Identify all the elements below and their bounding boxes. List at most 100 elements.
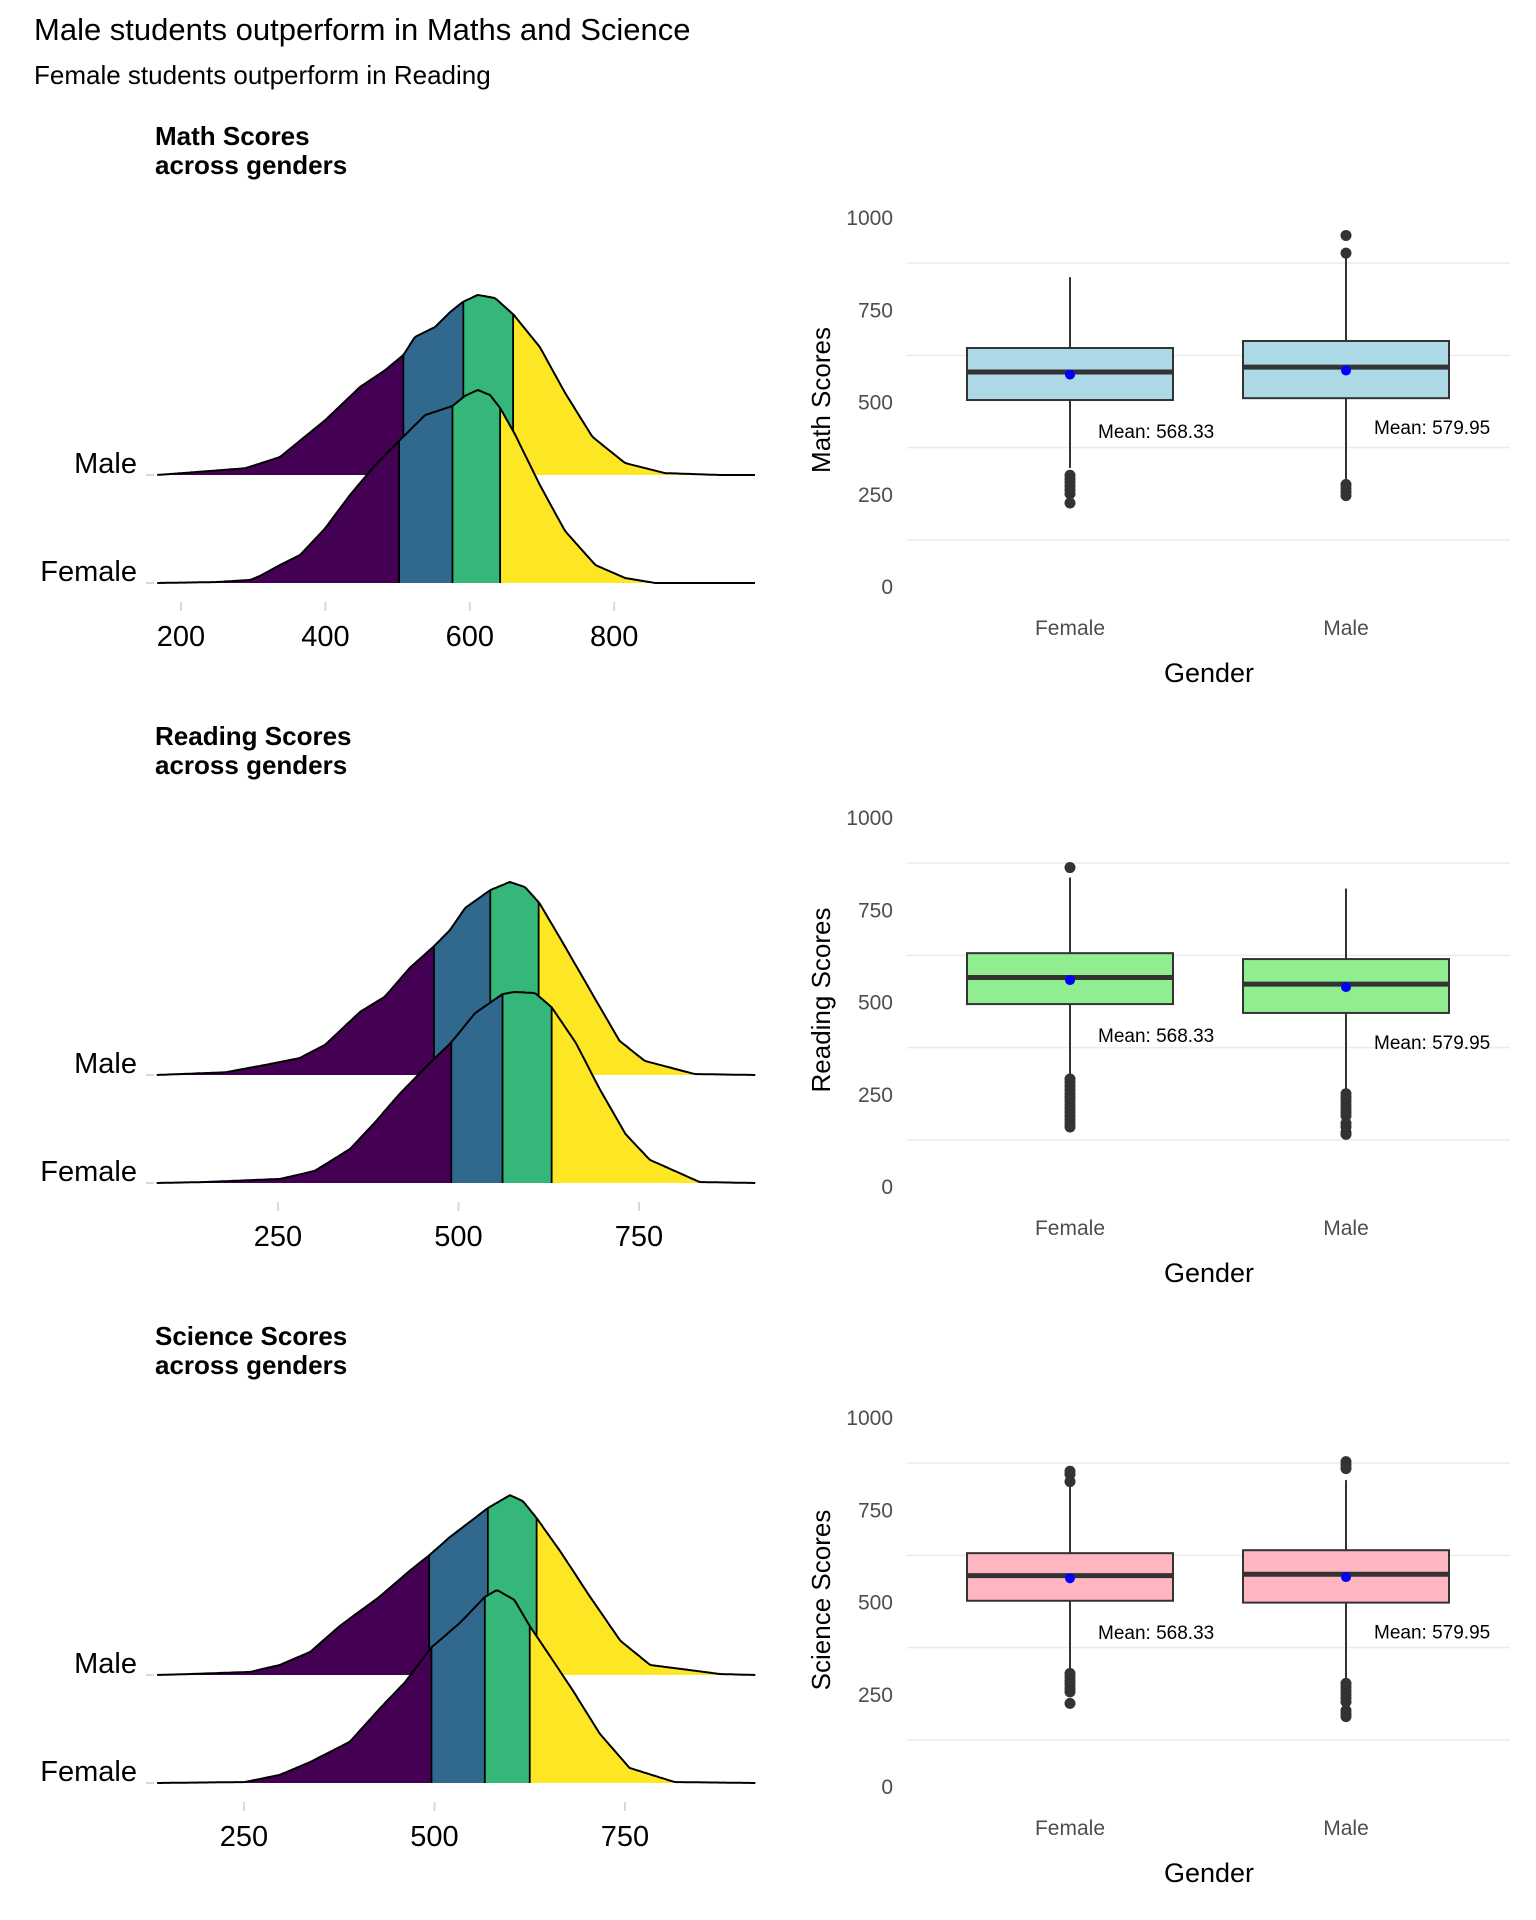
x-axis-title: Gender [1164, 1258, 1254, 1288]
quartile-region-4 [513, 314, 755, 475]
ridge-title-line: across genders [155, 150, 347, 180]
mean-point [1065, 369, 1075, 380]
outlier-point [1340, 1463, 1352, 1475]
quartile-region-2 [451, 994, 503, 1183]
mean-label: Mean: 579.95 [1374, 418, 1490, 439]
x-tick-label: 750 [615, 1221, 663, 1253]
mean-label: Mean: 579.95 [1374, 1623, 1490, 1644]
y-axis-title: Math Scores [806, 327, 836, 473]
x-tick-label: 600 [446, 621, 494, 653]
y-tick-label: 1000 [846, 1407, 893, 1430]
mean-label: Mean: 568.33 [1098, 1026, 1214, 1047]
quartile-region-1 [156, 946, 434, 1075]
outlier-point [1064, 1121, 1076, 1133]
quartile-region-4 [529, 1626, 756, 1783]
x-category-label: Female [1035, 1817, 1105, 1840]
density-outline [156, 880, 756, 1076]
density-outline [156, 990, 756, 1184]
ridge-title-line: Science Scores [155, 1321, 347, 1351]
outlier-point [1064, 488, 1076, 500]
quartile-region-2 [431, 1596, 485, 1783]
outlier-point [1064, 1697, 1076, 1709]
outlier-point [1340, 1128, 1352, 1140]
y-tick-label: 500 [858, 1592, 893, 1615]
y-tick-label: 1000 [846, 807, 893, 830]
density-outline [157, 1494, 756, 1676]
main-title: Male students outperform in Maths and Sc… [34, 12, 691, 47]
x-tick-label: 800 [590, 621, 638, 653]
y-tick-label: 250 [858, 1084, 893, 1107]
quartile-region-4 [536, 1518, 756, 1675]
x-tick-label: 750 [601, 1821, 649, 1853]
ridge-title-line: across genders [155, 750, 347, 780]
x-tick-label: 250 [220, 1821, 268, 1853]
quartile-region-4 [500, 407, 755, 583]
x-category-label: Male [1323, 617, 1369, 640]
y-tick-label: 0 [881, 576, 893, 599]
box-female: Mean: 568.33 [966, 862, 1214, 1133]
ridge-female: Female [40, 990, 756, 1188]
mean-point [1341, 982, 1351, 993]
outlier-point [1064, 1686, 1076, 1698]
mean-point [1341, 1572, 1351, 1583]
quartile-region-1 [157, 441, 400, 583]
quartile-region-4 [551, 1007, 756, 1183]
x-axis-title: Gender [1164, 1858, 1254, 1888]
box-male: Mean: 579.95 [1242, 888, 1490, 1140]
boxplot-science: 0 250 500 750 1000 Science Scores Female Male Ge… [806, 1407, 1510, 1888]
y-axis-title: Reading Scores [806, 908, 836, 1093]
ridge-title-line: Reading Scores [155, 721, 352, 751]
x-category-label: Female [1035, 1217, 1105, 1240]
box-male: Mean: 579.95 [1242, 229, 1490, 502]
density-outline [157, 389, 755, 584]
ridge-male: Male [74, 1494, 756, 1680]
quartile-region-1 [157, 355, 404, 475]
ridge-category-label: Male [74, 1648, 137, 1680]
outlier-point [1064, 497, 1076, 509]
outlier-point [1340, 1696, 1352, 1708]
quartile-region-1 [157, 1555, 430, 1675]
boxplot-math: 0 250 500 750 1000 Math Scores Female Male Gende… [806, 207, 1510, 688]
x-tick-label: 400 [301, 621, 349, 653]
ridge-category-label: Male [74, 448, 137, 480]
outlier-point [1340, 247, 1352, 259]
y-tick-label: 750 [858, 899, 893, 922]
y-tick-label: 750 [858, 1499, 893, 1522]
y-axis-title: Science Scores [806, 1510, 836, 1691]
box-male: Mean: 579.95 [1242, 1456, 1490, 1723]
ridge-female: Female [40, 1589, 756, 1788]
quartile-region-3 [502, 991, 552, 1183]
ridge-category-label: Female [40, 1156, 137, 1188]
outlier-point [1340, 1711, 1352, 1723]
mean-point [1065, 1573, 1075, 1584]
outlier-point [1340, 490, 1352, 502]
quartile-region-1 [156, 1042, 452, 1183]
y-tick-label: 500 [858, 992, 893, 1015]
ridge-category-label: Female [40, 556, 137, 588]
outlier-point [1064, 862, 1076, 874]
y-tick-label: 250 [858, 484, 893, 507]
boxplot-reading: 0 250 500 750 1000 Reading Scores Female Male Ge… [806, 807, 1510, 1288]
mean-point [1341, 365, 1351, 376]
quartile-region-4 [538, 902, 756, 1075]
ridge-female: Female [40, 389, 755, 588]
mean-point [1065, 975, 1075, 986]
ridge-category-label: Male [74, 1048, 137, 1080]
ridge-category-label: Female [40, 1756, 137, 1788]
x-axis-title: Gender [1164, 658, 1254, 688]
outlier-point [1064, 1476, 1076, 1488]
mean-label: Mean: 568.33 [1098, 1623, 1214, 1644]
x-tick-label: 500 [434, 1221, 482, 1253]
y-tick-label: 500 [858, 392, 893, 415]
x-category-label: Male [1323, 1217, 1369, 1240]
y-tick-label: 0 [881, 1176, 893, 1199]
box-female: Mean: 568.33 [966, 1465, 1214, 1709]
subtitle: Female students outperform in Reading [34, 60, 491, 90]
quartile-region-2 [399, 406, 453, 583]
ridge-title-line: Math Scores [155, 121, 310, 151]
x-tick-label: 250 [254, 1221, 302, 1253]
x-category-label: Male [1323, 1817, 1369, 1840]
